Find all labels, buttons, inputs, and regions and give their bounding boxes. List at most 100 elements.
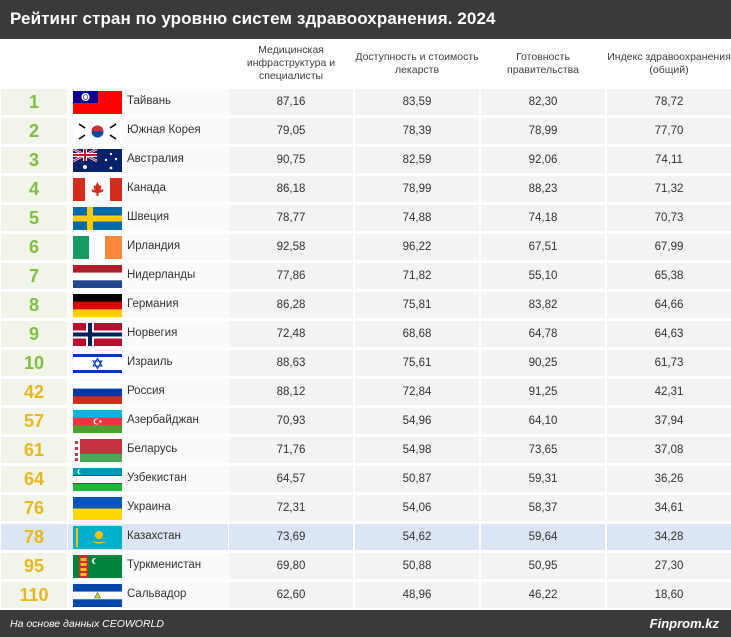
rank-number: 64 [1, 466, 67, 492]
government-value: 91,25 [481, 379, 605, 405]
country-name: Швеция [127, 211, 170, 223]
table-row: 42 Россия 88,12 72,84 91,25 42,31 [0, 378, 731, 407]
government-value: 83,82 [481, 292, 605, 318]
drugs-value: 96,22 [355, 234, 479, 260]
government-value: 74,18 [481, 205, 605, 231]
index-value: 64,63 [607, 321, 731, 347]
country-name: Туркменистан [127, 559, 202, 571]
rank-number: 95 [1, 553, 67, 579]
country-name: Россия [127, 385, 165, 397]
index-value: 34,28 [607, 524, 731, 550]
government-value: 82,30 [481, 89, 605, 115]
rank-number: 57 [1, 408, 67, 434]
drugs-value: 71,82 [355, 263, 479, 289]
index-value: 61,73 [607, 350, 731, 376]
drugs-value: 72,84 [355, 379, 479, 405]
infrastructure-value: 72,48 [229, 321, 353, 347]
rank-number: 76 [1, 495, 67, 521]
azerbaijan-flag-icon [73, 410, 122, 433]
country-name: Беларусь [127, 443, 178, 455]
rank-number: 1 [1, 89, 67, 115]
drugs-value: 54,62 [355, 524, 479, 550]
infrastructure-value: 70,93 [229, 408, 353, 434]
israel-flag-icon [73, 352, 122, 375]
rank-number: 2 [1, 118, 67, 144]
index-value: 65,38 [607, 263, 731, 289]
infrastructure-value: 79,05 [229, 118, 353, 144]
infrastructure-value: 92,58 [229, 234, 353, 260]
index-value: 71,32 [607, 176, 731, 202]
country-cell: Германия [68, 292, 228, 318]
rank-number: 7 [1, 263, 67, 289]
table-row: 3 Австралия 90,75 82,59 92,06 74,11 [0, 146, 731, 175]
infrastructure-value: 72,31 [229, 495, 353, 521]
government-value: 58,37 [481, 495, 605, 521]
rank-number: 10 [1, 350, 67, 376]
rank-number: 5 [1, 205, 67, 231]
country-cell: Норвегия [68, 321, 228, 347]
belarus-flag-icon [73, 439, 122, 462]
country-cell: Беларусь [68, 437, 228, 463]
country-cell: Россия [68, 379, 228, 405]
country-cell: Казахстан [68, 524, 228, 550]
country-cell: Тайвань [68, 89, 228, 115]
drugs-value: 74,88 [355, 205, 479, 231]
government-value: 64,10 [481, 408, 605, 434]
rank-number: 8 [1, 292, 67, 318]
country-name: Норвегия [127, 327, 178, 339]
source-note: На основе данных CEOWORLD [10, 618, 164, 630]
drugs-value: 50,88 [355, 553, 479, 579]
infrastructure-value: 78,77 [229, 205, 353, 231]
drugs-value: 54,96 [355, 408, 479, 434]
country-cell: Швеция [68, 205, 228, 231]
column-header-drugs: Доступность и стоимость лекарств [355, 50, 479, 76]
country-name: Сальвадор [127, 588, 187, 600]
norway-flag-icon [73, 323, 122, 346]
country-cell: Южная Корея [68, 118, 228, 144]
el-salvador-flag-icon [73, 584, 122, 607]
country-cell: Украина [68, 495, 228, 521]
brand-logo: Finprom.kz [649, 616, 719, 631]
government-value: 59,31 [481, 466, 605, 492]
column-header-infrastructure: Медицинская инфраструктура и специалисты [246, 44, 336, 82]
country-name: Канада [127, 182, 166, 194]
index-value: 78,72 [607, 89, 731, 115]
index-value: 18,60 [607, 582, 731, 608]
drugs-value: 83,59 [355, 89, 479, 115]
sweden-flag-icon [73, 207, 122, 230]
index-value: 34,61 [607, 495, 731, 521]
country-cell: Узбекистан [68, 466, 228, 492]
drugs-value: 78,99 [355, 176, 479, 202]
kazakhstan-flag-icon [73, 526, 122, 549]
government-value: 90,25 [481, 350, 605, 376]
rank-number: 110 [1, 582, 67, 608]
index-value: 64,66 [607, 292, 731, 318]
table-row: 78 Казахстан 73,69 54,62 59,64 34,28 [0, 523, 731, 552]
infrastructure-value: 90,75 [229, 147, 353, 173]
government-value: 59,64 [481, 524, 605, 550]
drugs-value: 54,98 [355, 437, 479, 463]
index-value: 27,30 [607, 553, 731, 579]
country-name: Германия [127, 298, 179, 310]
country-name: Казахстан [127, 530, 181, 542]
australia-flag-icon [73, 149, 122, 172]
table-row: 8 Германия 86,28 75,81 83,82 64,66 [0, 291, 731, 320]
table-row: 110 Сальвадор 62,60 48,96 46,22 18,60 [0, 581, 731, 610]
index-value: 74,11 [607, 147, 731, 173]
ireland-flag-icon [73, 236, 122, 259]
drugs-value: 78,39 [355, 118, 479, 144]
table-row: 6 Ирландия 92,58 96,22 67,51 67,99 [0, 233, 731, 262]
footer: На основе данных CEOWORLD Finprom.kz [0, 610, 731, 637]
table-row: 1 Тайвань 87,16 83,59 82,30 78,72 [0, 88, 731, 117]
ukraine-flag-icon [73, 497, 122, 520]
country-cell: Туркменистан [68, 553, 228, 579]
table-row: 57 Азербайджан 70,93 54,96 64,10 37,94 [0, 407, 731, 436]
drugs-value: 68,68 [355, 321, 479, 347]
column-header-government: Готовность правительства [507, 50, 579, 76]
country-cell: Нидерланды [68, 263, 228, 289]
government-value: 73,65 [481, 437, 605, 463]
infrastructure-value: 71,76 [229, 437, 353, 463]
uzbekistan-flag-icon [73, 468, 122, 491]
table-header: Медицинская инфраструктура и специалисты… [0, 39, 731, 88]
table-row: 76 Украина 72,31 54,06 58,37 34,61 [0, 494, 731, 523]
